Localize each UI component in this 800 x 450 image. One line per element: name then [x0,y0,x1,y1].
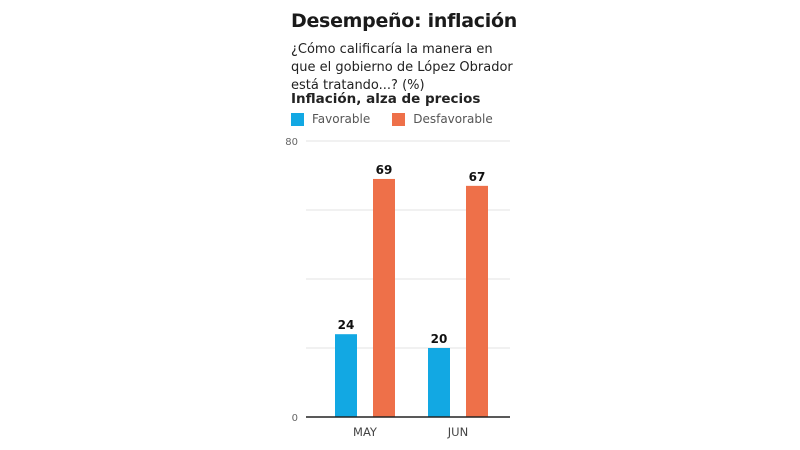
x-tick-label: JUN [447,425,468,439]
chart-subtitle: ¿Cómo calificaría la manera en que el go… [291,42,513,93]
y-tick-label: 0 [292,413,298,424]
bar-desfavorable-jun [466,185,488,417]
bar-desfavorable-may [373,178,395,417]
y-tick-label: 80 [285,137,298,148]
legend-item-favorable: Favorable [291,112,370,126]
bar-favorable-may [335,334,357,417]
legend-swatch-desfavorable [392,112,406,126]
data-label: 20 [431,332,448,346]
data-label: 67 [469,170,486,184]
chart-title: Desempeño: inflación [291,10,517,32]
data-label: 24 [338,318,355,332]
data-label: 69 [376,163,393,177]
legend-label: Favorable [312,112,371,126]
legend: Favorable Desfavorable [291,112,515,126]
legend-label: Desfavorable [413,112,493,126]
x-tick-label: MAY [353,425,378,439]
legend-swatch-favorable [291,112,304,126]
legend-item-desfavorable: Desfavorable [392,112,493,126]
bar-favorable-jun [428,348,450,417]
section-title: Inflación, alza de precios [291,91,481,107]
